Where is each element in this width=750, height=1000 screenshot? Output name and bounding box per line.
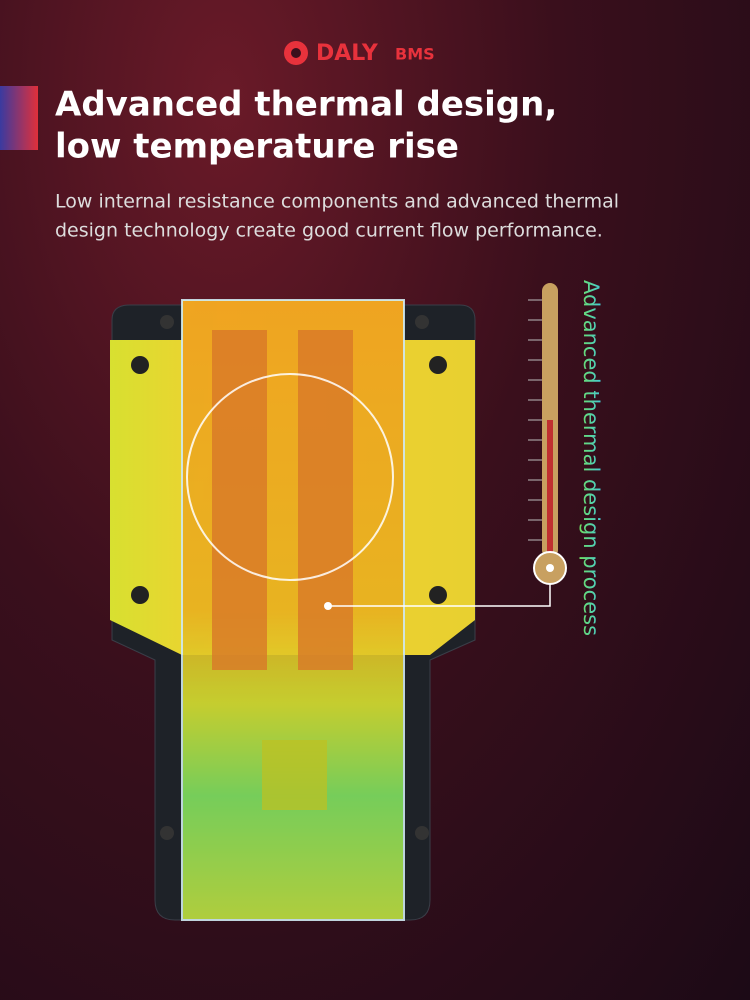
pointer-dot — [324, 602, 332, 610]
headline: Advanced thermal design, — [55, 85, 557, 125]
pointer-line — [328, 584, 551, 607]
accent-bar — [0, 86, 38, 150]
hole — [429, 586, 447, 604]
side-label: Advanced thermal design process — [579, 280, 603, 636]
hole — [131, 586, 149, 604]
description: Low internal resistance components and a… — [55, 191, 619, 213]
brand-suffix: BMS — [395, 45, 435, 64]
hot-zone — [212, 330, 267, 670]
hole — [415, 826, 429, 840]
logo-icon-hole — [291, 48, 301, 58]
hole — [429, 356, 447, 374]
headline: low temperature rise — [55, 127, 459, 167]
highlight-circle — [186, 373, 394, 581]
hole — [160, 315, 174, 329]
description: design technology create good current fl… — [55, 220, 603, 242]
hole — [160, 826, 174, 840]
thermometer-level — [547, 420, 553, 560]
hot-zone — [298, 330, 353, 670]
hole — [415, 315, 429, 329]
chip — [262, 740, 327, 810]
hole — [131, 356, 149, 374]
thermometer-scale — [528, 299, 542, 541]
brand-name: DALY — [316, 41, 379, 66]
thermometer-dot — [546, 564, 554, 572]
